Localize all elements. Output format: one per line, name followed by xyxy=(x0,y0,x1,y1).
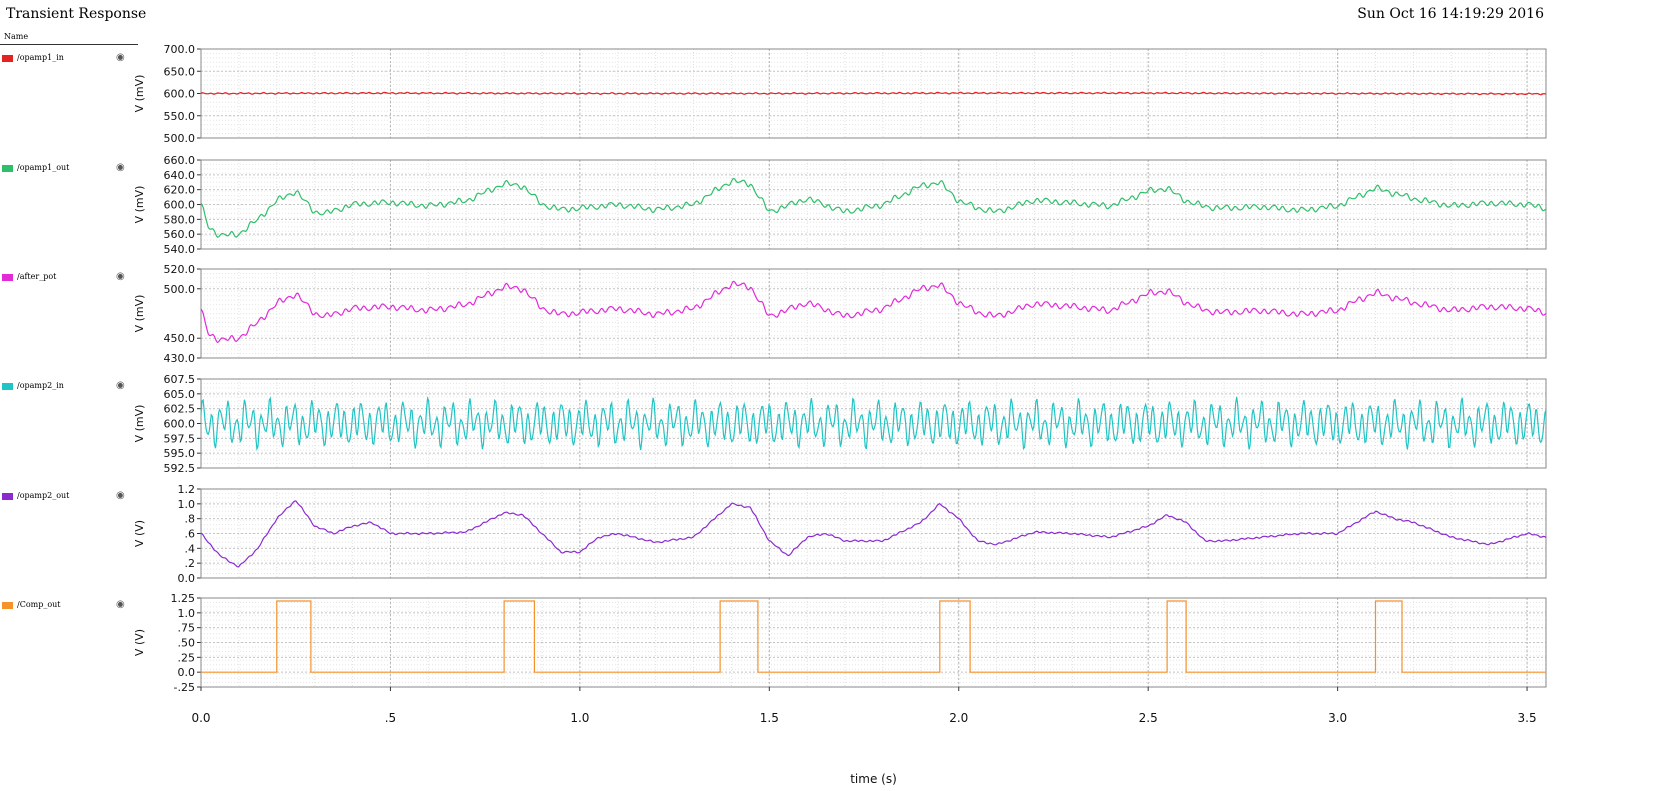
legend-label: /opamp1_in xyxy=(17,53,64,62)
legend-swatch xyxy=(2,383,13,390)
x-tick-label: 3.0 xyxy=(1328,711,1347,725)
series-line-opamp2_in xyxy=(200,396,1547,451)
legend-item-after-pot[interactable]: /after_pot ◉ xyxy=(2,271,138,286)
name-column-header: Name xyxy=(4,32,29,41)
panel-frame xyxy=(200,597,1547,688)
x-axis-label: time (s) xyxy=(850,772,897,786)
eye-icon[interactable]: ◉ xyxy=(116,52,125,63)
y-tick-label: 540.0 xyxy=(164,243,196,256)
y-tick-label: 580.0 xyxy=(164,213,196,226)
y-tick-label: 600.0 xyxy=(164,88,196,101)
x-tick-label: .5 xyxy=(385,711,396,725)
y-tick-label: 592.5 xyxy=(164,462,196,475)
legend-item-comp-out[interactable]: /Comp_out ◉ xyxy=(2,599,138,614)
y-tick-label: 1.2 xyxy=(178,483,196,496)
legend-item-opamp1-out[interactable]: /opamp1_out ◉ xyxy=(2,162,138,177)
series-line-Comp_out xyxy=(201,600,1546,673)
y-tick-label: 520.0 xyxy=(164,263,196,276)
eye-icon[interactable]: ◉ xyxy=(116,599,125,610)
eye-icon[interactable]: ◉ xyxy=(116,380,125,391)
y-tick-label: 650.0 xyxy=(164,65,196,78)
y-axis-label: V (mV) xyxy=(133,75,146,113)
series-line-opamp1_in xyxy=(200,91,1547,96)
y-tick-label: -.25 xyxy=(174,681,195,694)
legend-label: /after_pot xyxy=(17,272,57,281)
x-tick-label: 3.5 xyxy=(1518,711,1537,725)
y-tick-label: .6 xyxy=(185,528,196,541)
panel-frame xyxy=(200,378,1547,469)
timestamp: Sun Oct 16 14:19:29 2016 xyxy=(1357,6,1544,22)
legend-item-opamp2-out[interactable]: /opamp2_out ◉ xyxy=(2,490,138,505)
eye-icon[interactable]: ◉ xyxy=(116,271,125,282)
y-axis-label: V (mV) xyxy=(133,186,146,224)
y-tick-label: 1.0 xyxy=(178,498,196,511)
series-line-after_pot xyxy=(200,280,1547,344)
y-axis-label: V (mV) xyxy=(133,405,146,443)
y-tick-label: 0.0 xyxy=(178,666,196,679)
y-tick-label: .4 xyxy=(185,542,196,555)
x-tick-label: 0.0 xyxy=(191,711,210,725)
y-tick-label: 500.0 xyxy=(164,283,196,296)
eye-icon[interactable]: ◉ xyxy=(116,490,125,501)
y-axis-label: V (V) xyxy=(133,520,146,547)
y-tick-label: 600.0 xyxy=(164,418,196,431)
x-tick-label: 2.5 xyxy=(1139,711,1158,725)
x-tick-label: 1.5 xyxy=(760,711,779,725)
y-tick-label: 597.5 xyxy=(164,432,196,445)
y-tick-label: 600.0 xyxy=(164,199,196,212)
y-tick-label: 607.5 xyxy=(164,373,196,386)
legend-swatch xyxy=(2,165,13,172)
y-tick-label: 450.0 xyxy=(164,332,196,345)
legend-swatch xyxy=(2,602,13,609)
name-column-divider xyxy=(0,44,138,45)
x-tick-label: 2.0 xyxy=(949,711,968,725)
x-tick-label: 1.0 xyxy=(570,711,589,725)
legend-item-opamp2-in[interactable]: /opamp2_in ◉ xyxy=(2,380,138,395)
y-tick-label: 560.0 xyxy=(164,228,196,241)
y-tick-label: 550.0 xyxy=(164,110,196,123)
panel-frame xyxy=(200,48,1547,139)
y-tick-label: .2 xyxy=(185,557,196,570)
y-tick-label: .8 xyxy=(185,513,196,526)
window-title: Transient Response xyxy=(6,6,147,22)
y-tick-label: 700.0 xyxy=(164,43,196,56)
y-tick-label: .25 xyxy=(178,651,196,664)
y-tick-label: 602.5 xyxy=(164,403,196,416)
series-line-opamp1_out xyxy=(200,177,1547,238)
panel-frame xyxy=(200,159,1547,250)
series-line-opamp2_out xyxy=(200,500,1547,568)
eye-icon[interactable]: ◉ xyxy=(116,162,125,173)
y-tick-label: 620.0 xyxy=(164,184,196,197)
legend-swatch xyxy=(2,55,13,62)
y-tick-label: 500.0 xyxy=(164,132,196,145)
y-tick-label: 660.0 xyxy=(164,154,196,167)
y-tick-label: .50 xyxy=(178,637,196,650)
legend-label: /opamp2_out xyxy=(17,491,70,500)
y-tick-label: 430.0 xyxy=(164,352,196,365)
y-tick-label: 605.0 xyxy=(164,388,196,401)
legend-label: /Comp_out xyxy=(17,600,61,609)
legend-swatch xyxy=(2,493,13,500)
legend-item-opamp1-in[interactable]: /opamp1_in ◉ xyxy=(2,52,138,67)
y-tick-label: 595.0 xyxy=(164,447,196,460)
y-tick-label: 0.0 xyxy=(178,572,196,585)
legend-swatch xyxy=(2,274,13,281)
y-axis-label: V (mV) xyxy=(133,295,146,333)
legend-label: /opamp2_in xyxy=(17,381,64,390)
y-tick-label: 640.0 xyxy=(164,169,196,182)
y-axis-label: V (V) xyxy=(133,629,146,656)
y-tick-label: 1.0 xyxy=(178,607,196,620)
legend-label: /opamp1_out xyxy=(17,163,70,172)
y-tick-label: 1.25 xyxy=(171,592,196,605)
y-tick-label: .75 xyxy=(178,622,196,635)
